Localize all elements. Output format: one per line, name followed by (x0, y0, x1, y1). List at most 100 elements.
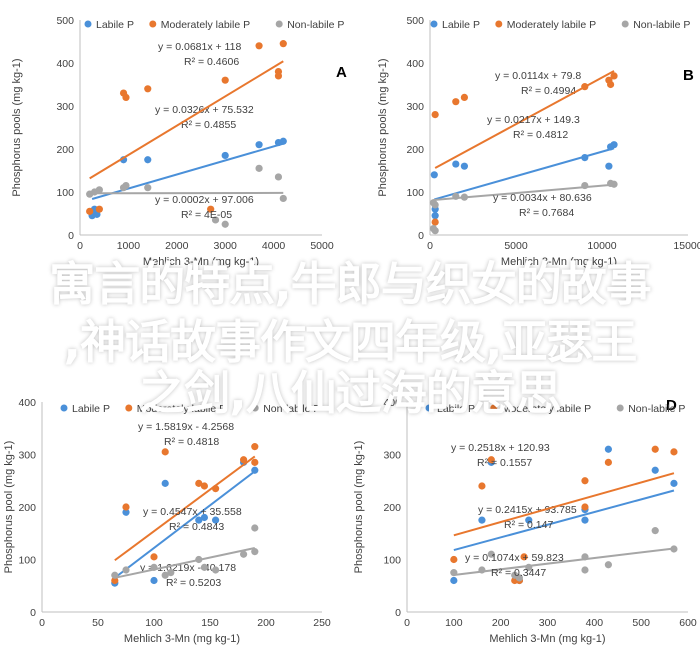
legend-entry: Non-labile P (633, 19, 690, 31)
trend-r2: R² = 0.3447 (491, 567, 546, 579)
data-point (150, 563, 158, 571)
data-point (610, 141, 618, 149)
data-point (279, 40, 287, 48)
legend-entry: Labile P (437, 403, 475, 415)
y-tick-label: 300 (383, 450, 401, 462)
x-tick-label: 0 (77, 240, 83, 252)
data-point (150, 553, 158, 561)
x-tick-label: 0 (404, 617, 410, 629)
trend-equation: y = 0.0034x + 80.636 (493, 192, 592, 204)
x-tick-label: 500 (632, 617, 650, 629)
data-point (581, 566, 589, 574)
panel-label: D (666, 397, 677, 414)
data-point (605, 76, 613, 84)
panel-label: A (336, 64, 347, 81)
data-point (122, 503, 130, 511)
data-point (195, 479, 203, 487)
chart-panel-a: 0 1000 2000 3000 4000 5000 0 100 200 300 400 500 Meh… (11, 15, 347, 268)
data-point (431, 201, 439, 209)
data-point (221, 151, 229, 160)
trendline (453, 489, 675, 552)
trendline (114, 546, 256, 579)
data-point (251, 443, 259, 451)
data-point (150, 576, 158, 585)
legend-entry: Labile P (72, 403, 110, 415)
trendline (114, 455, 256, 562)
data-point (255, 141, 263, 149)
data-point (144, 156, 152, 164)
x-tick-label: 0 (427, 240, 433, 252)
data-point (651, 527, 659, 535)
data-point (604, 561, 612, 569)
trendline (89, 60, 284, 180)
trend-equation: y = 0.0002x + 97.006 (155, 194, 254, 206)
y-tick-label: 0 (30, 607, 36, 619)
trend-r2: R² = 0.7684 (519, 207, 574, 219)
y-tick-label: 100 (406, 187, 424, 199)
trendline (114, 470, 256, 579)
data-point (122, 566, 130, 574)
data-point (581, 154, 589, 162)
trendline (453, 547, 675, 576)
x-tick-label: 200 (492, 617, 510, 629)
trend-equation: y = 0.0114x + 79.8 (495, 70, 581, 82)
y-tick-label: 0 (418, 230, 424, 242)
y-tick-label: 100 (56, 187, 74, 199)
data-point (86, 207, 94, 215)
y-tick-label: 200 (18, 502, 36, 514)
x-axis-label: Mehlich 3-Mn (mg kg-1) (501, 256, 617, 268)
legend-marker (430, 20, 438, 28)
trend-equation: y = 0.4547x + 35.558 (143, 506, 242, 518)
x-tick-label: 400 (586, 617, 604, 629)
legend-marker (60, 404, 68, 412)
data-point (460, 93, 468, 101)
y-tick-label: 100 (18, 555, 36, 567)
data-point (255, 164, 263, 172)
data-point (651, 445, 659, 453)
trend-r2: R² = 0.4994 (521, 85, 576, 97)
data-point (195, 516, 203, 524)
legend-marker (621, 20, 629, 28)
y-axis-label: Phosphorus pool (mg kg-1) (353, 441, 365, 574)
data-point (430, 171, 438, 179)
data-point (478, 516, 486, 524)
y-tick-label: 0 (68, 230, 74, 242)
y-tick-label: 100 (383, 555, 401, 567)
trend-r2: R² = 0.147 (504, 519, 553, 531)
trend-equation: y = 0.1074x + 59.823 (465, 552, 564, 564)
data-point (670, 479, 678, 487)
x-tick-label: 1000 (117, 240, 141, 252)
data-point (251, 548, 259, 556)
data-point (200, 482, 208, 490)
trendline (453, 472, 675, 537)
data-point (431, 227, 439, 235)
data-point (279, 137, 287, 145)
legend-marker (490, 404, 498, 412)
chart-panel-b: 0 5000 10000 15000 0 100 200 300 400 500 Mehlich 3… (377, 15, 700, 268)
y-tick-label: 500 (406, 15, 424, 27)
data-point (122, 181, 130, 190)
trend-r2: R² = 0.4812 (513, 129, 568, 141)
x-tick-label: 200 (257, 617, 275, 629)
chart-panel-c: 0 50 100 150 200 250 0 100 200 300 400 Mehlich 3-Mn… (3, 397, 331, 645)
legend-marker (495, 20, 503, 28)
data-point (581, 553, 589, 561)
overlay-title-line-3: 之剑,八仙过海的意思 (139, 366, 561, 420)
data-point (581, 181, 589, 190)
x-tick-label: 150 (201, 617, 219, 629)
overlay-title-line-2: ,神话故事作文四年级,亚瑟王 (63, 315, 638, 369)
legend-entry: Moderately labile P (161, 19, 250, 31)
legend-entry: Labile P (442, 19, 480, 31)
legend-entry: Non-labile P (628, 403, 685, 415)
legend-marker (125, 404, 133, 412)
data-point (200, 563, 208, 571)
data-point (212, 516, 220, 524)
data-point (520, 553, 528, 561)
y-tick-label: 300 (56, 101, 74, 113)
legend-entry: Moderately labile P (502, 403, 591, 415)
x-tick-label: 10000 (587, 240, 616, 252)
data-point (122, 93, 130, 101)
data-point (144, 85, 152, 93)
x-axis-label: Mehlich 3-Mn (mg kg-1) (143, 256, 259, 268)
overlay-title-line-1: 寓言的特点,牛郎与织女的故事 (49, 257, 651, 311)
